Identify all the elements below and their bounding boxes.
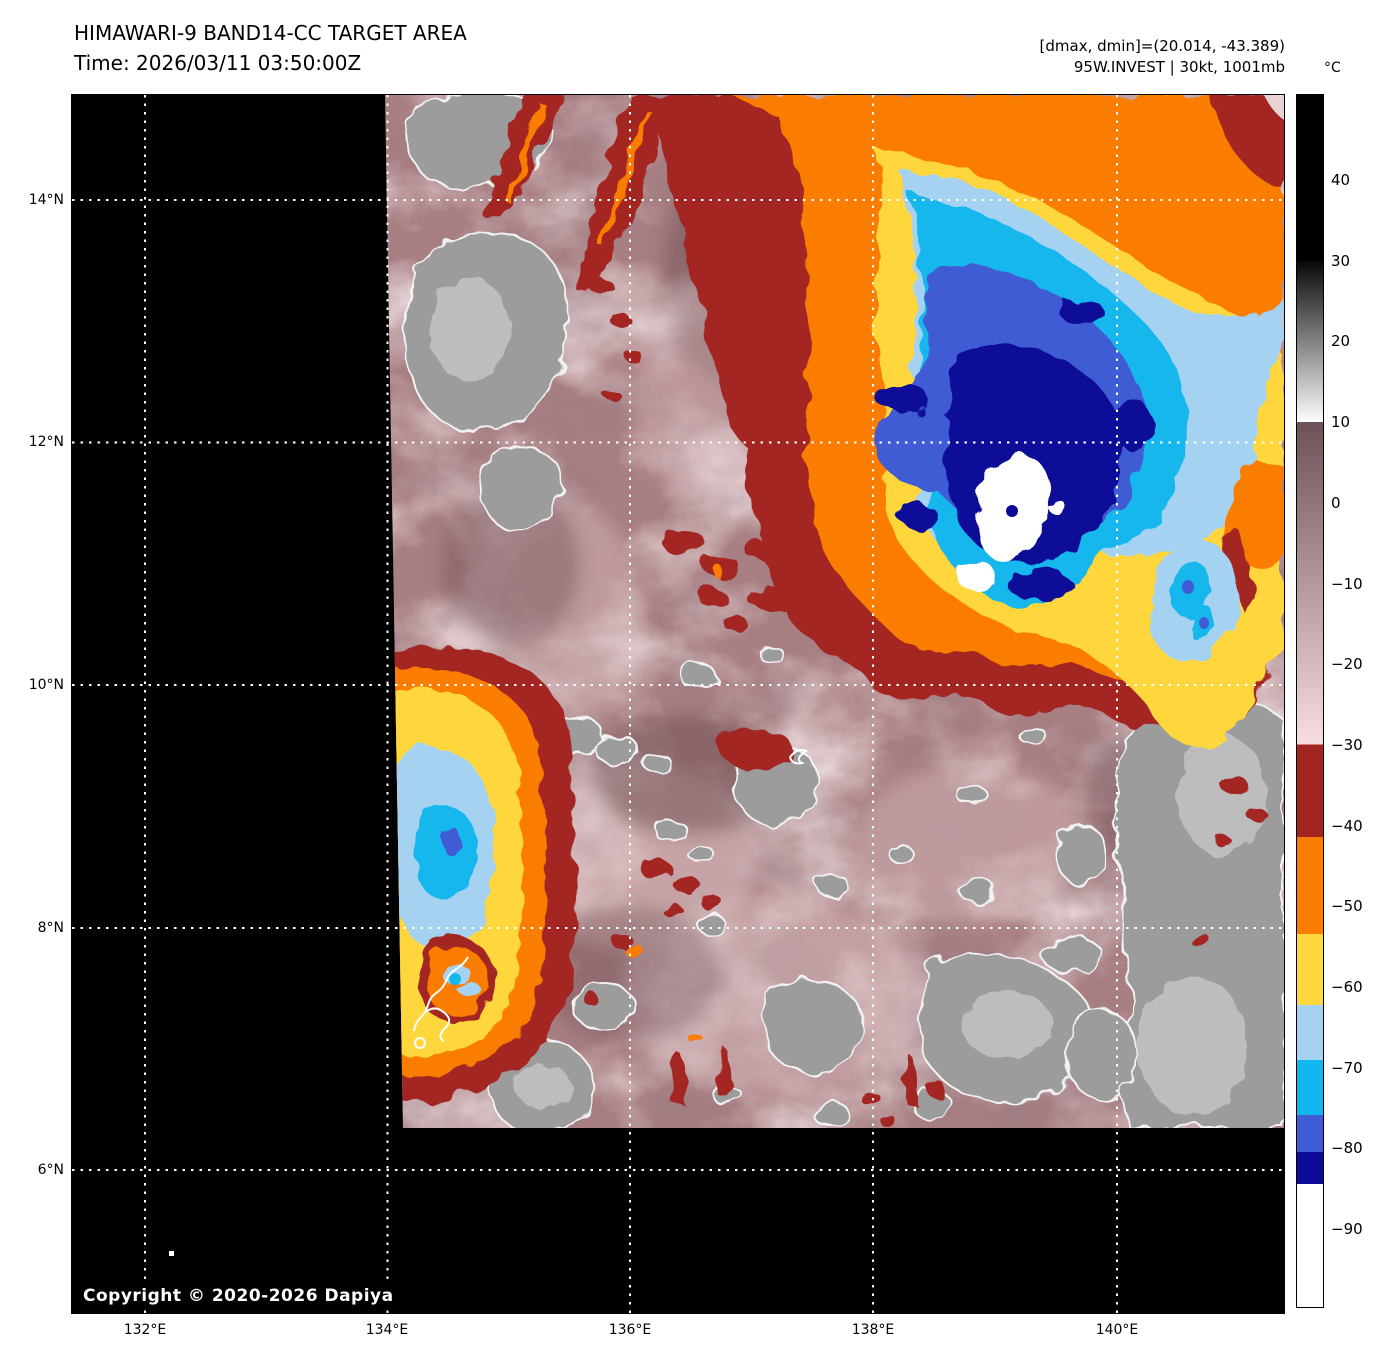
cb-tick-20: 20	[1331, 332, 1351, 350]
storm-navy-tendrils	[878, 297, 1152, 601]
cb-tick-40: 40	[1331, 171, 1351, 189]
colorbar[interactable]	[1296, 94, 1324, 1308]
orange-streak-cores	[502, 102, 652, 247]
x-tick-132e: 132°E	[123, 1322, 167, 1338]
secondary-cold-feature	[1151, 538, 1238, 661]
data-swath	[385, 95, 1284, 1128]
x-tick-140e: 140°E	[1095, 1322, 1139, 1338]
y-tick-10n: 10°N	[28, 677, 64, 693]
title-block: HIMAWARI-9 BAND14-CC TARGET AREA Time: 2…	[74, 18, 467, 78]
x-tick-134e: 134°E	[365, 1322, 409, 1338]
annotation-block: [dmax, dmin]=(20.014, -43.389) 95W.INVES…	[1040, 36, 1285, 78]
copyright-watermark: Copyright © 2020-2026 Dapiya	[78, 1285, 399, 1307]
map-plot-area[interactable]: Copyright © 2020-2026 Dapiya	[71, 94, 1285, 1314]
timestamp: Time: 2026/03/11 03:50:00Z	[74, 51, 362, 75]
cb-tick-m10: −10	[1331, 575, 1363, 593]
cb-tick-m60: −60	[1331, 978, 1363, 996]
y-tick-14n: 14°N	[28, 192, 64, 208]
cb-tick-m80: −80	[1331, 1139, 1363, 1157]
cb-tick-m20: −20	[1331, 655, 1363, 673]
stray-data-dot	[169, 1251, 174, 1256]
cb-tick-m90: −90	[1331, 1220, 1363, 1238]
storm-white-blob-small	[956, 561, 996, 591]
storm-system	[647, 95, 1284, 750]
x-tick-138e: 138°E	[851, 1322, 895, 1338]
dmax-dmin-stats: [dmax, dmin]=(20.014, -43.389)	[1039, 37, 1285, 55]
storm-id-label: 95W.INVEST | 30kt, 1001mb	[1073, 58, 1285, 76]
coastline-palau	[413, 956, 469, 1049]
cb-tick-m40: −40	[1331, 817, 1363, 835]
y-tick-8n: 8°N	[37, 920, 64, 936]
storm-red-streak-se	[1225, 525, 1256, 610]
colorbar-unit-label: °C	[1324, 60, 1341, 76]
cb-tick-30: 30	[1331, 252, 1351, 270]
satellite-image	[72, 95, 1284, 1313]
cb-tick-m70: −70	[1331, 1059, 1363, 1077]
y-tick-12n: 12°N	[28, 434, 64, 450]
corner-darkred	[1212, 95, 1284, 190]
coastline-small	[789, 748, 808, 765]
gray-cloud-highlights	[430, 278, 1267, 1115]
x-tick-136e: 136°E	[608, 1322, 652, 1338]
cb-tick-m50: −50	[1331, 897, 1363, 915]
west-cold-spot	[385, 647, 580, 1102]
y-tick-6n: 6°N	[37, 1162, 64, 1178]
cb-tick-m30: −30	[1331, 736, 1363, 754]
graticule	[72, 95, 1284, 1313]
corner-pink-speck	[1264, 95, 1284, 120]
page-title: HIMAWARI-9 BAND14-CC TARGET AREA	[74, 21, 467, 45]
cb-tick-10: 10	[1331, 413, 1351, 431]
cb-tick-0: 0	[1331, 494, 1341, 512]
